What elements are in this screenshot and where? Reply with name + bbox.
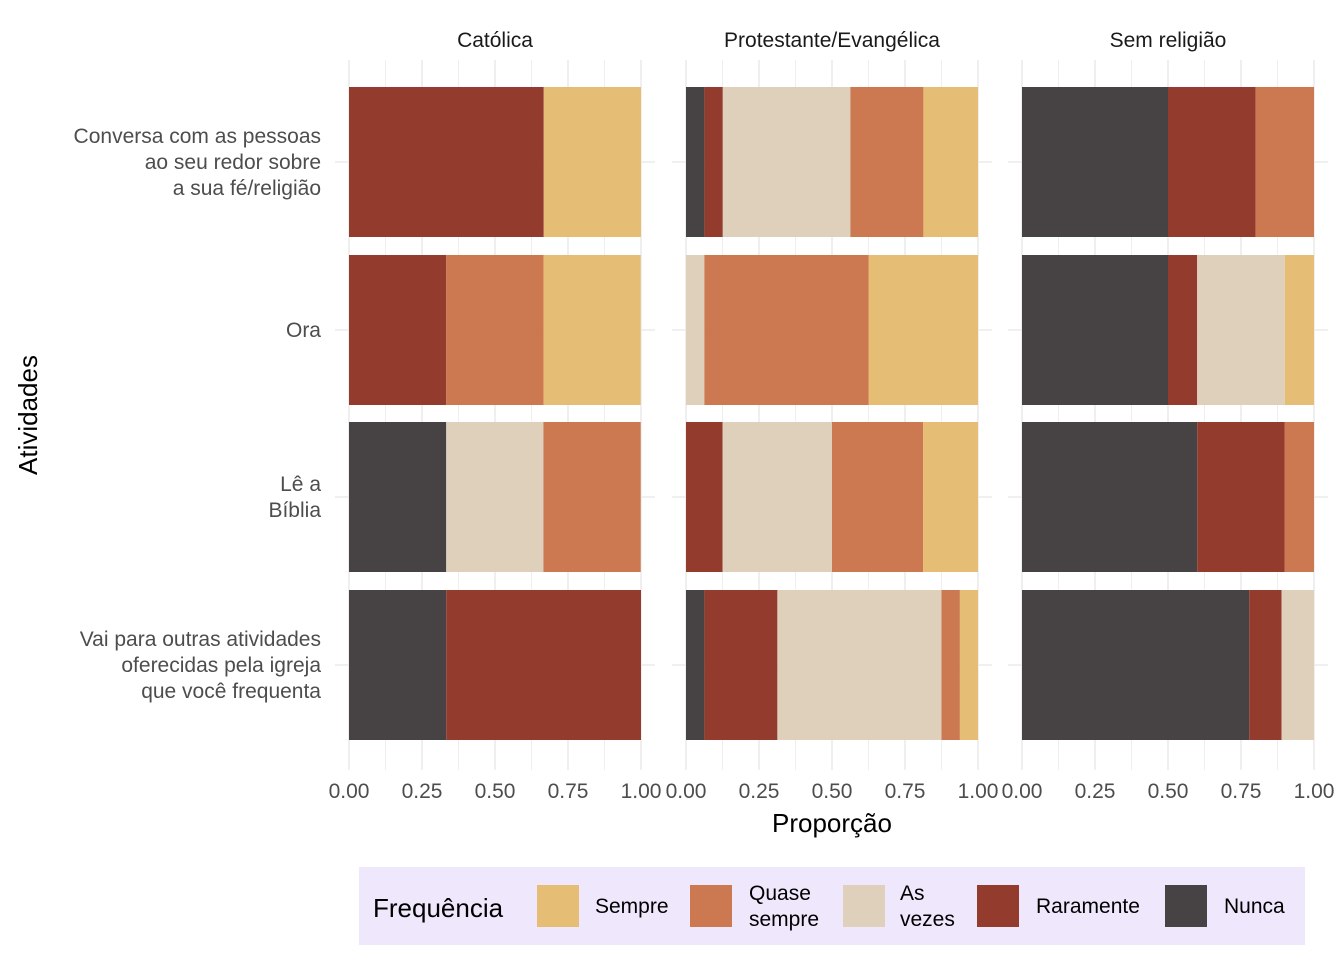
y-axis-title: Atividades bbox=[13, 355, 43, 475]
legend-key-raramente bbox=[977, 885, 1019, 927]
facet-panel: Sem religião 0.00 0.25 0.50 0.75 1.00 bbox=[1002, 29, 1335, 803]
legend: Frequência Sempre Quase sempre As vezes Raram… bbox=[359, 867, 1305, 945]
x-tick-label: 0.75 bbox=[548, 780, 589, 803]
x-tick-label: 1.00 bbox=[621, 780, 662, 803]
x-tick-label: 0.25 bbox=[1075, 780, 1116, 803]
x-tick-label: 0.00 bbox=[666, 780, 707, 803]
x-tick-label: 0.75 bbox=[1221, 780, 1262, 803]
legend-label: Raramente bbox=[1036, 895, 1140, 918]
facet-title: Católica bbox=[457, 29, 533, 52]
bar-segment-quase-sempre bbox=[1255, 87, 1314, 237]
bar-segment-nunca bbox=[349, 590, 447, 740]
y-tick-label: Lê a Bíblia bbox=[268, 473, 321, 522]
bar-segment-raramente bbox=[704, 590, 778, 740]
x-tick-label: 0.25 bbox=[739, 780, 780, 803]
legend-title: Frequência bbox=[373, 893, 504, 923]
bar-segment-as-vezes bbox=[686, 255, 705, 405]
bar-segment-nunca bbox=[1022, 255, 1168, 405]
x-tick-label: 0.75 bbox=[885, 780, 926, 803]
x-tick-labels: 0.00 0.25 0.50 0.75 1.00 bbox=[329, 780, 662, 803]
bar-segment-raramente bbox=[1168, 255, 1198, 405]
bar-segment-quase-sempre bbox=[941, 590, 960, 740]
legend-label: As vezes bbox=[900, 882, 955, 931]
x-tick-label: 0.00 bbox=[1002, 780, 1043, 803]
bar-segment-as-vezes bbox=[777, 590, 942, 740]
bar-segment-sempre bbox=[959, 590, 978, 740]
y-tick-label: Conversa com as pessoas ao seu redor sobr… bbox=[74, 125, 321, 200]
bar-segment-quase-sempre bbox=[832, 422, 924, 572]
legend-key-sempre bbox=[537, 885, 579, 927]
legend-key-nunca bbox=[1165, 885, 1207, 927]
bar-segment-raramente bbox=[686, 422, 723, 572]
x-tick-label: 0.50 bbox=[812, 780, 853, 803]
legend-label: Nunca bbox=[1224, 895, 1285, 918]
facet-title: Sem religião bbox=[1110, 29, 1227, 52]
bar-segment-sempre bbox=[543, 255, 641, 405]
bar-segment-as-vezes bbox=[722, 87, 851, 237]
legend-key-quase-sempre bbox=[690, 885, 732, 927]
bar-segment-raramente bbox=[1249, 590, 1282, 740]
x-axis-title: Proporção bbox=[772, 808, 892, 838]
facet-panel: Católica 0.00 0.25 0.50 0.75 1.00 bbox=[329, 29, 662, 803]
x-tick-label: 0.00 bbox=[329, 780, 370, 803]
bar-segment-nunca bbox=[349, 422, 447, 572]
x-tick-label: 1.00 bbox=[1294, 780, 1335, 803]
bar-segment-raramente bbox=[704, 87, 723, 237]
bar-segment-sempre bbox=[543, 87, 641, 237]
x-tick-label: 0.25 bbox=[402, 780, 443, 803]
legend-label: Sempre bbox=[595, 895, 669, 918]
bar-segment-quase-sempre bbox=[704, 255, 869, 405]
bar-segment-nunca bbox=[1022, 422, 1198, 572]
x-tick-labels: 0.00 0.25 0.50 0.75 1.00 bbox=[1002, 780, 1335, 803]
bar-segment-raramente bbox=[349, 255, 447, 405]
x-tick-label: 0.50 bbox=[1148, 780, 1189, 803]
bar-segment-raramente bbox=[1168, 87, 1256, 237]
bar-segment-quase-sempre bbox=[1284, 422, 1314, 572]
bar-segment-nunca bbox=[1022, 590, 1250, 740]
bar-segment-quase-sempre bbox=[446, 255, 544, 405]
bar-segment-as-vezes bbox=[722, 422, 832, 572]
bar-segment-nunca bbox=[686, 590, 705, 740]
bar-segment-sempre bbox=[1284, 255, 1314, 405]
bar-segment-quase-sempre bbox=[850, 87, 924, 237]
bar-segment-raramente bbox=[1197, 422, 1285, 572]
bars bbox=[1022, 87, 1314, 740]
bar-segment-raramente bbox=[349, 87, 544, 237]
bar-segment-sempre bbox=[923, 87, 978, 237]
y-tick-label: Vai para outras atividades oferecidas pel… bbox=[80, 628, 322, 703]
legend-background bbox=[359, 867, 1305, 945]
facet-title: Protestante/Evangélica bbox=[724, 29, 940, 52]
bars bbox=[686, 87, 978, 740]
x-tick-label: 0.50 bbox=[475, 780, 516, 803]
y-tick-labels: Conversa com as pessoas ao seu redor sobr… bbox=[74, 125, 322, 703]
bar-segment-nunca bbox=[686, 87, 705, 237]
bar-segment-as-vezes bbox=[1281, 590, 1314, 740]
bar-segment-as-vezes bbox=[1197, 255, 1285, 405]
bar-segment-as-vezes bbox=[446, 422, 544, 572]
bar-segment-sempre bbox=[868, 255, 978, 405]
legend-key-as-vezes bbox=[843, 885, 885, 927]
x-tick-label: 1.00 bbox=[958, 780, 999, 803]
bar-segment-raramente bbox=[446, 590, 641, 740]
facet-panel: Protestante/Evangélica 0.00 0.25 0.50 0.75 1.… bbox=[666, 29, 999, 803]
bar-segment-nunca bbox=[1022, 87, 1168, 237]
y-tick-label: Ora bbox=[286, 319, 321, 342]
x-tick-labels: 0.00 0.25 0.50 0.75 1.00 bbox=[666, 780, 999, 803]
bars bbox=[349, 87, 641, 740]
bar-segment-quase-sempre bbox=[543, 422, 641, 572]
bar-segment-sempre bbox=[923, 422, 978, 572]
legend-label: Quase sempre bbox=[749, 882, 819, 931]
